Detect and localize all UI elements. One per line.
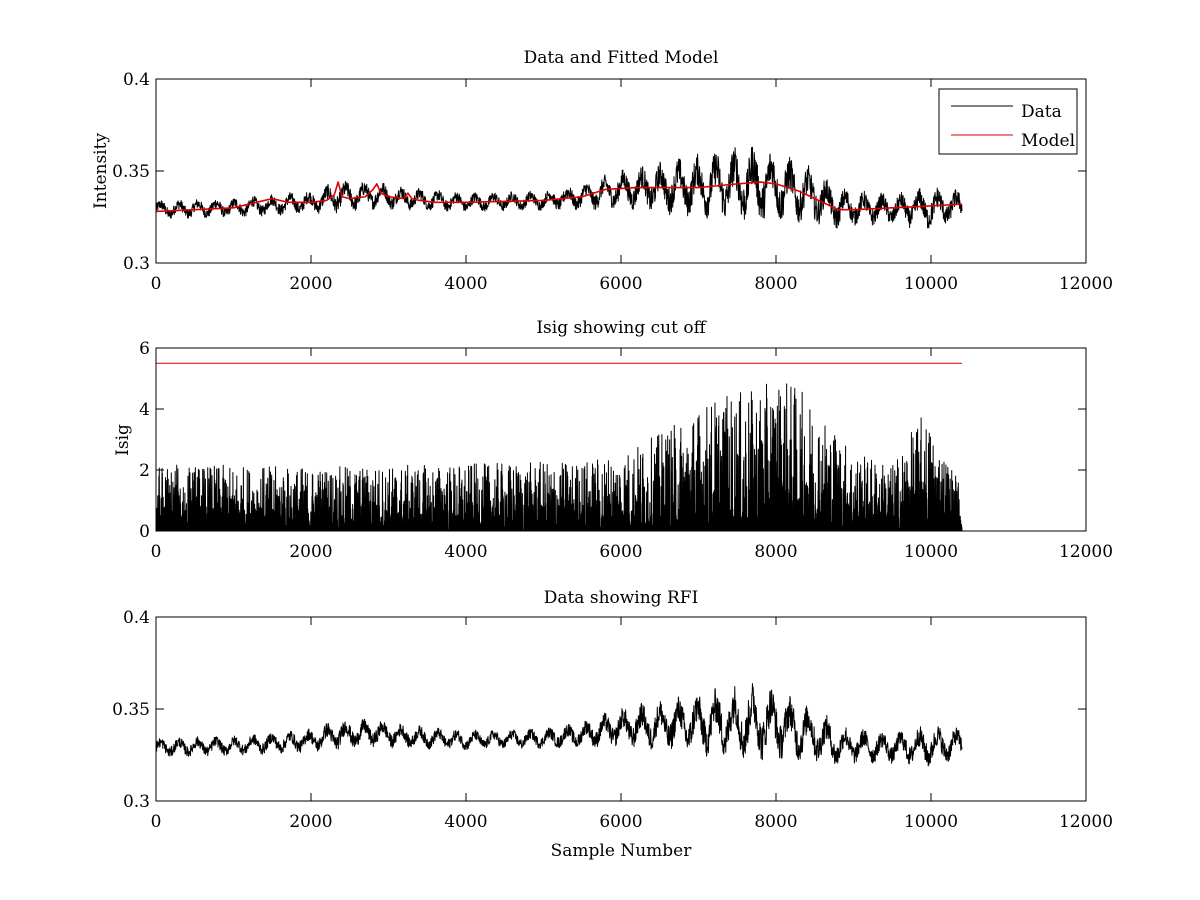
legend-model-label: Model bbox=[1021, 131, 1075, 151]
x-tick-label: 0 bbox=[151, 274, 162, 294]
legend-box bbox=[938, 88, 1078, 155]
x-tick-label: 0 bbox=[151, 812, 162, 832]
panel-1-plot-area bbox=[156, 146, 963, 229]
x-tick-label: 2000 bbox=[289, 542, 332, 562]
panel-2-axes-box bbox=[155, 347, 1087, 532]
x-tick-label: 6000 bbox=[599, 812, 642, 832]
y-tick-label: 0.4 bbox=[123, 70, 150, 90]
panel-isig-showing-cut-off: Isig showing cut off Isig 0 2000 4000 6000 8… bbox=[113, 318, 1113, 562]
x-tick-label: 8000 bbox=[754, 274, 797, 294]
panel-2-title: Isig showing cut off bbox=[536, 318, 707, 338]
y-tick-label: 0.3 bbox=[123, 792, 150, 812]
legend-data-label: Data bbox=[1021, 102, 1062, 122]
x-tick-label: 12000 bbox=[1059, 812, 1113, 832]
x-tick-label: 4000 bbox=[444, 542, 487, 562]
panel-1-series-model bbox=[156, 181, 963, 213]
y-tick-label: 2 bbox=[139, 461, 150, 481]
y-tick-label: 0 bbox=[139, 522, 150, 542]
panel-3-xlabel: Sample Number bbox=[551, 841, 693, 861]
panel-3-title: Data showing RFI bbox=[544, 588, 699, 608]
x-tick-label: 4000 bbox=[444, 812, 487, 832]
panel-3-axes-box bbox=[155, 616, 1087, 802]
panel-3-series-data bbox=[156, 683, 963, 767]
panel-1-axes-box bbox=[155, 78, 1087, 264]
x-tick-label: 12000 bbox=[1059, 274, 1113, 294]
x-tick-label: 2000 bbox=[289, 274, 332, 294]
x-tick-label: 2000 bbox=[289, 812, 332, 832]
y-tick-label: 0.35 bbox=[112, 162, 150, 182]
y-tick-label: 0.4 bbox=[123, 608, 150, 628]
panel-2-series-data bbox=[156, 383, 963, 531]
panel-data-showing-rfi: Data showing RFI Sample Number 0 2000 4000… bbox=[112, 588, 1113, 861]
panel-3-ticks: 0 2000 4000 6000 8000 10000 12000 0.3 0.35 0.4 bbox=[112, 608, 1113, 832]
panel-2-plot-area bbox=[156, 362, 963, 531]
panel-1-legend: Data Model bbox=[938, 88, 1078, 155]
y-tick-label: 6 bbox=[139, 339, 150, 359]
x-tick-label: 8000 bbox=[754, 542, 797, 562]
x-tick-label: 4000 bbox=[444, 274, 487, 294]
x-tick-label: 6000 bbox=[599, 542, 642, 562]
x-tick-label: 0 bbox=[151, 542, 162, 562]
x-tick-label: 12000 bbox=[1059, 542, 1113, 562]
x-tick-label: 10000 bbox=[904, 274, 958, 294]
y-tick-label: 0.35 bbox=[112, 700, 150, 720]
panel-data-and-fitted-model: Data and Fitted Model Intensity 0 2000 400… bbox=[91, 48, 1113, 294]
panel-2-ticks: 0 2000 4000 6000 8000 10000 12000 0 2 4 6 bbox=[139, 339, 1113, 562]
x-tick-label: 10000 bbox=[904, 542, 958, 562]
panel-1-ylabel: Intensity bbox=[91, 133, 111, 209]
y-tick-label: 0.3 bbox=[123, 254, 150, 274]
panel-1-ticks: 0 2000 4000 6000 8000 10000 12000 0.3 0.35 0.4 bbox=[112, 70, 1113, 294]
panel-3-plot-area bbox=[156, 683, 963, 767]
x-tick-label: 8000 bbox=[754, 812, 797, 832]
panel-1-title: Data and Fitted Model bbox=[524, 48, 719, 68]
x-tick-label: 10000 bbox=[904, 812, 958, 832]
panel-2-ylabel: Isig bbox=[113, 424, 133, 456]
y-tick-label: 4 bbox=[139, 400, 150, 420]
x-tick-label: 6000 bbox=[599, 274, 642, 294]
